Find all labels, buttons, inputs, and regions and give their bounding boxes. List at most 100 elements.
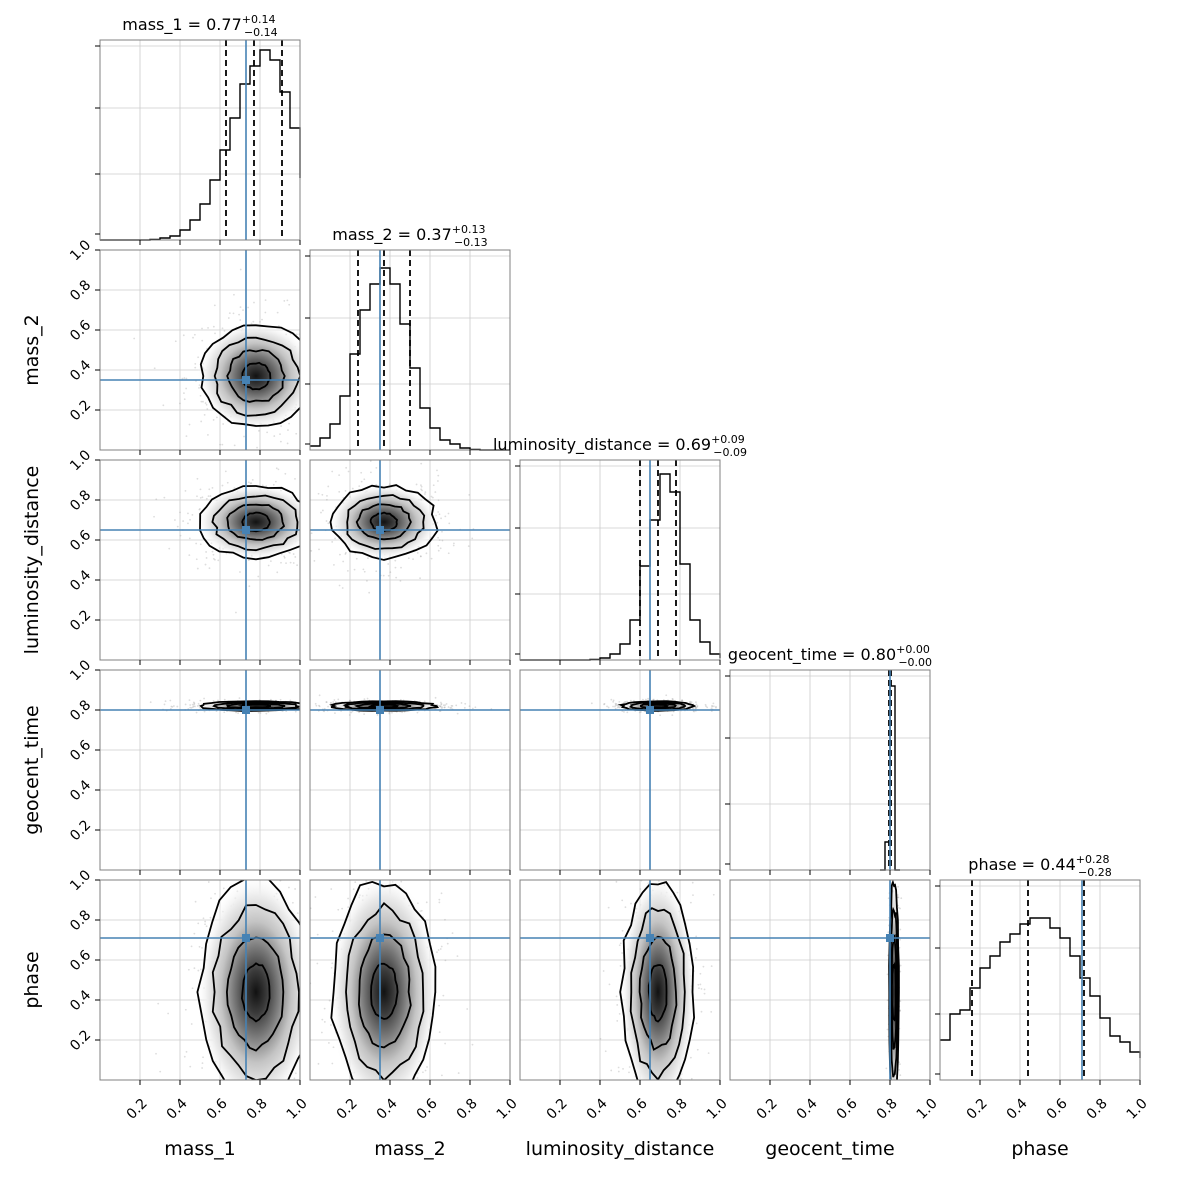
scatter-point — [897, 896, 900, 899]
scatter-point — [691, 881, 694, 884]
scatter-point — [301, 915, 303, 917]
scatter-point — [170, 705, 173, 708]
scatter-point — [430, 557, 433, 560]
scatter-point — [303, 534, 305, 536]
y-tick-label: 0.8 — [67, 277, 94, 304]
panel-frame — [99, 459, 301, 661]
scatter-point — [294, 888, 297, 890]
scatter-point — [204, 563, 207, 566]
contour-level-2 — [357, 933, 412, 1049]
scatter-point — [441, 706, 443, 709]
scatter-point — [893, 1162, 895, 1164]
scatter-point — [326, 857, 328, 859]
scatter-point — [183, 392, 185, 395]
scatter-point — [425, 901, 428, 904]
scatter-point — [638, 711, 641, 714]
scatter-point — [269, 698, 272, 701]
scatter-point — [238, 313, 240, 316]
truth-4-2 — [520, 880, 720, 1080]
x-tick-label: 0.2 — [964, 1096, 991, 1123]
scatter-point — [326, 475, 328, 477]
scatter-point — [303, 506, 305, 508]
scatter-point — [318, 704, 320, 707]
scatter-point — [460, 702, 463, 704]
scatter-point — [341, 907, 344, 910]
scatter-point — [895, 1092, 897, 1094]
scatter-point — [437, 474, 440, 477]
scatter-point — [333, 564, 335, 566]
scatter-point — [440, 945, 443, 948]
scatter-point — [312, 370, 314, 372]
scatter-point — [235, 611, 237, 614]
scatter-point — [349, 699, 351, 702]
scatter-point — [366, 579, 368, 582]
scatter-point — [201, 327, 203, 330]
scatter-point — [267, 710, 270, 713]
scatter-point — [262, 1138, 264, 1140]
contour-level-4 — [196, 880, 300, 1080]
x-tick-label: 0.6 — [414, 1096, 441, 1123]
scatter-point — [320, 701, 322, 703]
scatter-point — [471, 707, 474, 710]
scatter-point — [895, 1085, 897, 1087]
scatter-point — [306, 529, 308, 531]
scatter-point — [313, 712, 315, 714]
y-tick-label: 1.0 — [67, 447, 94, 474]
scatter-point — [187, 968, 190, 971]
scatter-point — [623, 1096, 625, 1098]
scatter-point — [434, 491, 437, 493]
scatter-point — [325, 1033, 327, 1035]
scatter-point — [416, 711, 419, 714]
scatter-point — [301, 531, 303, 533]
scatter-point — [195, 558, 198, 561]
scatter-point — [327, 513, 329, 515]
scatter-point — [196, 1087, 198, 1089]
scatter-point — [204, 923, 206, 926]
content-layer — [100, 40, 1141, 1164]
scatter-point — [332, 1046, 335, 1049]
scatter-point — [471, 1043, 474, 1046]
scatter-point — [423, 700, 426, 703]
truth-3-1 — [310, 670, 510, 870]
x-tick-label: 0.8 — [874, 1096, 901, 1123]
scatter-point — [255, 845, 257, 847]
x-axis-label-luminosity_distance: luminosity_distance — [526, 1138, 715, 1160]
scatter-point — [419, 555, 422, 558]
density-panel-mass_1-vs-luminosity_distance — [153, 467, 329, 614]
scatter-point — [287, 429, 289, 431]
scatter-point — [191, 513, 194, 516]
y-axis-label-mass_2: mass_2 — [21, 314, 43, 386]
scatter-point — [233, 444, 236, 447]
scatter-point — [196, 1115, 198, 1117]
scatter-point — [697, 861, 699, 863]
scatter-point — [321, 509, 324, 512]
scatter-point — [424, 493, 426, 495]
scatter-point — [307, 704, 309, 706]
scatter-point — [237, 813, 239, 815]
scatter-point — [203, 413, 206, 416]
scatter-point — [895, 1090, 897, 1092]
scatter-point — [303, 706, 305, 708]
scatter-point — [715, 706, 717, 709]
scatter-point — [893, 1124, 895, 1126]
y-tick-label: 0.2 — [67, 397, 94, 424]
scatter-point — [239, 571, 241, 573]
scatter-point — [447, 552, 450, 555]
scatter-point — [302, 699, 304, 701]
scatter-point — [893, 1088, 895, 1090]
scatter-point — [303, 878, 305, 880]
scatter-point — [705, 1103, 707, 1105]
scatter-point — [658, 857, 660, 859]
scatter-point — [671, 698, 674, 701]
scatter-point — [247, 559, 250, 562]
scatter-point — [338, 490, 341, 493]
scatter-point — [363, 713, 366, 716]
scatter-point — [703, 992, 706, 995]
scatter-point — [217, 559, 220, 562]
scatter-point — [301, 708, 303, 710]
scatter-point — [302, 491, 304, 493]
scatter-point — [443, 706, 446, 709]
scatter-point — [619, 942, 622, 945]
scatter-point — [441, 1074, 443, 1077]
scatter-point — [652, 698, 655, 701]
